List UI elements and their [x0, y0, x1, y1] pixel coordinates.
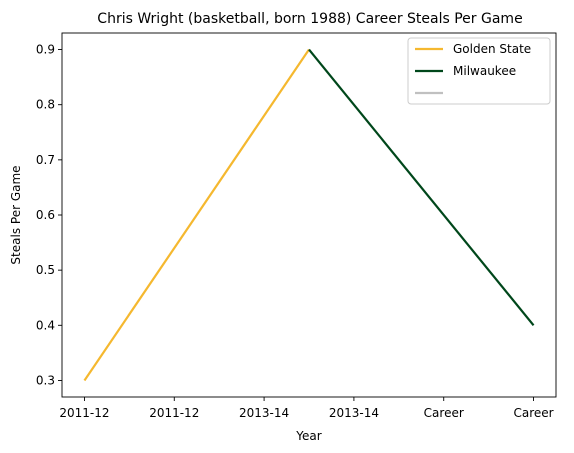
series-line-1: [308, 48, 535, 326]
y-axis-ticks: 0.3 0.4 0.5 0.6 0.7 0.8 0.9: [36, 43, 62, 387]
y-tick-label: 0.9: [36, 43, 55, 57]
y-tick-label: 0.7: [36, 153, 55, 167]
x-axis-ticks: 2011-12 2011-12 2013-14 2013-14 Career Career: [59, 397, 554, 420]
y-tick-label: 0.5: [36, 263, 55, 277]
y-axis-label: Steals Per Game: [9, 165, 23, 264]
y-tick-label: 0.6: [36, 208, 55, 222]
y-tick-label: 0.8: [36, 98, 55, 112]
plot-area: [83, 48, 535, 382]
legend-label-1: Milwaukee: [453, 64, 516, 78]
legend-label-0: Golden State: [453, 42, 531, 56]
y-tick-label: 0.3: [36, 373, 55, 387]
series-line-0: [83, 48, 310, 382]
legend-box: [407, 37, 551, 105]
y-tick-label: 0.4: [36, 318, 55, 332]
x-tick-label: 2011-12: [59, 406, 109, 420]
x-tick-label: 2011-12: [149, 406, 199, 420]
legend: Golden State Milwaukee: [407, 37, 551, 105]
x-tick-label: Career: [424, 406, 464, 420]
x-tick-label: Career: [513, 406, 553, 420]
chart-title: Chris Wright (basketball, born 1988) Car…: [97, 11, 522, 27]
x-axis-label: Year: [295, 429, 321, 443]
x-tick-label: 2013-14: [329, 406, 379, 420]
x-tick-label: 2013-14: [239, 406, 289, 420]
